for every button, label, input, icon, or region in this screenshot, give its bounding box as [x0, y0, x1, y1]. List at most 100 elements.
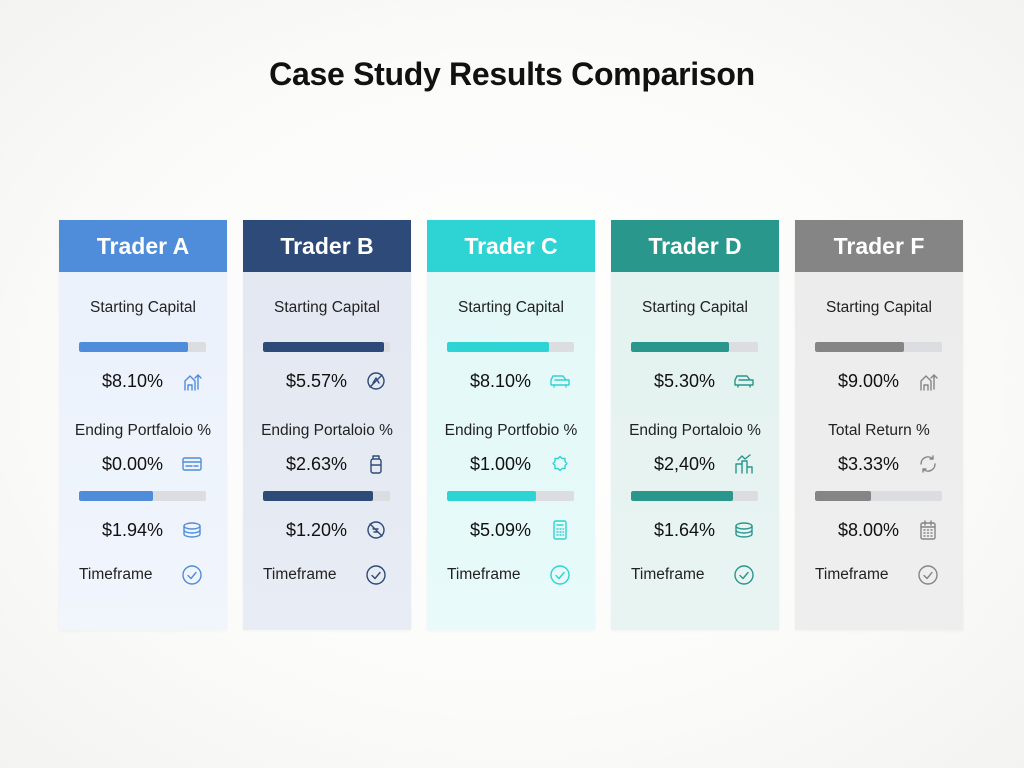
timeframe-label: Timeframe — [79, 566, 153, 583]
value-row-result: $8.00% — [795, 517, 963, 543]
value-text: $9.00% — [837, 371, 899, 391]
value-row-starting: $5.57% — [243, 368, 411, 394]
progress-bar — [263, 342, 390, 352]
progress-bar — [631, 342, 758, 352]
check-circle-icon — [917, 564, 939, 586]
refresh-icon — [917, 453, 939, 475]
chart-box-icon — [733, 453, 755, 475]
value-row-result: $5.09% — [427, 517, 595, 543]
trader-card-header: Trader C — [427, 220, 595, 272]
jar-icon — [365, 453, 387, 475]
value-text: $3.33% — [837, 454, 899, 474]
starting-capital-label: Starting Capital — [274, 299, 380, 316]
timeframe-label: Timeframe — [815, 566, 889, 583]
progress-bar — [447, 491, 574, 501]
value-text: $1.64% — [653, 520, 715, 540]
progress-bar-fill — [815, 342, 904, 352]
progress-bar-fill — [815, 491, 871, 501]
progress-bar — [815, 491, 942, 501]
progress-bar — [447, 342, 574, 352]
timeframe-row: Timeframe — [427, 562, 595, 588]
value-text: $2,40% — [653, 454, 715, 474]
timeframe-row: Timeframe — [243, 562, 411, 588]
progress-bar — [79, 342, 206, 352]
badge-icon — [549, 453, 571, 475]
calendar-icon — [917, 519, 939, 541]
value-row-ending: $0.00% — [59, 451, 227, 477]
timeframe-label: Timeframe — [447, 566, 521, 583]
progress-bar — [631, 491, 758, 501]
timeframe-row: Timeframe — [795, 562, 963, 588]
ending-portfolio-label: Total Return % — [828, 422, 930, 439]
car-icon — [549, 370, 571, 392]
value-text: $8.10% — [469, 371, 531, 391]
card-icon — [181, 453, 203, 475]
value-row-result: $1.20% — [243, 517, 411, 543]
trader-card: Trader B Starting Capital $5.57% Ending Por… — [243, 220, 411, 630]
value-text: $5.09% — [469, 520, 531, 540]
trader-card: Trader C Starting Capital $8.10% Ending Por… — [427, 220, 595, 630]
value-row-ending: $3.33% — [795, 451, 963, 477]
value-text: $5.30% — [653, 371, 715, 391]
value-row-result: $1.94% — [59, 517, 227, 543]
starting-capital-label: Starting Capital — [90, 299, 196, 316]
value-text: $0.00% — [101, 454, 163, 474]
progress-bar — [815, 342, 942, 352]
blocked-icon — [365, 519, 387, 541]
timeframe-label: Timeframe — [631, 566, 705, 583]
ending-portfolio-label: Ending Portaloio % — [261, 422, 393, 439]
progress-bar-fill — [631, 342, 729, 352]
trader-card-header: Trader A — [59, 220, 227, 272]
progress-bar-fill — [631, 491, 733, 501]
starting-capital-label: Starting Capital — [826, 299, 932, 316]
value-row-ending: $2,40% — [611, 451, 779, 477]
check-circle-icon — [549, 564, 571, 586]
progress-bar-fill — [79, 342, 189, 352]
progress-bar-fill — [79, 491, 153, 501]
value-row-ending: $1.00% — [427, 451, 595, 477]
ending-portfolio-label: Ending Portfobio % — [444, 422, 578, 439]
progress-bar — [263, 491, 390, 501]
value-text: $5.57% — [285, 371, 347, 391]
page-title: Case Study Results Comparison — [269, 56, 755, 92]
value-row-starting: $5.30% — [611, 368, 779, 394]
no-sign-icon — [365, 370, 387, 392]
trader-card-header: Trader F — [795, 220, 963, 272]
progress-bar-fill — [263, 342, 384, 352]
ending-portfolio-label: Ending Portfaloio % — [74, 422, 212, 439]
check-circle-icon — [365, 564, 387, 586]
house-arrows-icon — [181, 370, 203, 392]
coins-icon — [733, 519, 755, 541]
check-circle-icon — [181, 564, 203, 586]
ending-portfolio-label: Ending Portaloio % — [629, 422, 761, 439]
calculator-icon — [549, 519, 571, 541]
value-row-starting: $8.10% — [427, 368, 595, 394]
coins-icon — [181, 519, 203, 541]
trader-card: Trader F Starting Capital $9.00% Total Retu… — [795, 220, 963, 630]
value-text: $8.10% — [101, 371, 163, 391]
progress-bar — [79, 491, 206, 501]
starting-capital-label: Starting Capital — [642, 299, 748, 316]
progress-bar-fill — [447, 491, 536, 501]
trader-card: Trader D Starting Capital $5.30% Ending Por… — [611, 220, 779, 630]
timeframe-row: Timeframe — [59, 562, 227, 588]
value-row-starting: $8.10% — [59, 368, 227, 394]
check-circle-icon — [733, 564, 755, 586]
trader-card-header: Trader B — [243, 220, 411, 272]
progress-bar-fill — [263, 491, 374, 501]
value-text: $1.94% — [101, 520, 163, 540]
timeframe-label: Timeframe — [263, 566, 337, 583]
car-icon — [733, 370, 755, 392]
starting-capital-label: Starting Capital — [458, 299, 564, 316]
timeframe-row: Timeframe — [611, 562, 779, 588]
value-text: $8.00% — [837, 520, 899, 540]
value-text: $2.63% — [285, 454, 347, 474]
value-row-result: $1.64% — [611, 517, 779, 543]
trader-card-header: Trader D — [611, 220, 779, 272]
value-row-ending: $2.63% — [243, 451, 411, 477]
house-arrows-icon — [917, 370, 939, 392]
trader-card: Trader A Starting Capital $8.10% Ending Por… — [59, 220, 227, 630]
value-text: $1.00% — [469, 454, 531, 474]
value-text: $1.20% — [285, 520, 347, 540]
value-row-starting: $9.00% — [795, 368, 963, 394]
